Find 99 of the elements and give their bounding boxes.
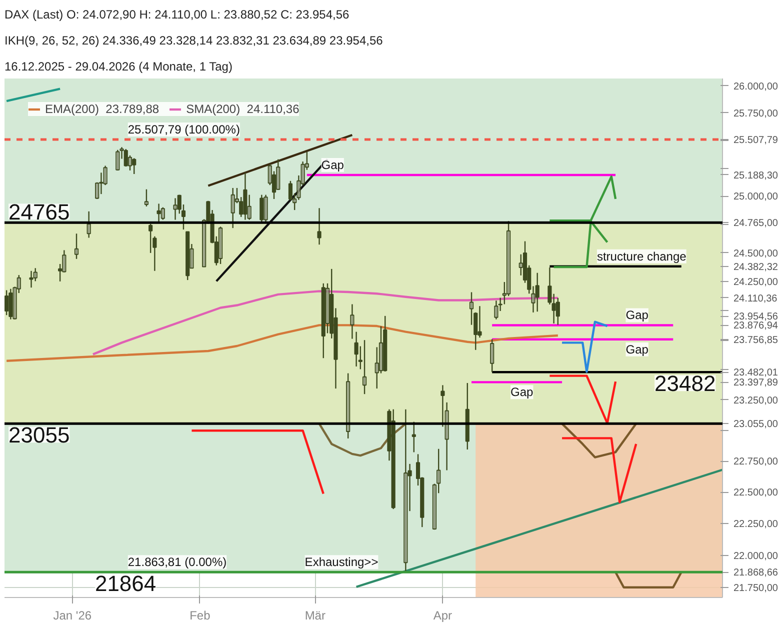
- candlestick: [354, 331, 358, 368]
- line-series: [560, 320, 608, 373]
- y-tick-label: 25.000,00: [734, 192, 778, 203]
- candlestick: [103, 165, 108, 186]
- y-tick-label: 23.954,56: [734, 312, 778, 323]
- candlestick: [440, 384, 445, 428]
- y-tick-label: 22.500,00: [734, 488, 778, 499]
- annotation: Gap: [321, 158, 344, 172]
- candlestick: [300, 160, 305, 186]
- candlestick: [412, 421, 416, 453]
- annotation: Exhausting>>: [304, 555, 378, 570]
- legend-label: SMA(200) 24.110,36: [186, 102, 300, 116]
- candlestick: [8, 288, 13, 320]
- y-tick-label: 22.750,00: [734, 456, 778, 468]
- candlestick: [378, 326, 384, 374]
- candlestick: [74, 233, 79, 260]
- candlestick: [296, 174, 301, 200]
- candlestick: [12, 286, 17, 320]
- annotation: 24765: [8, 200, 70, 225]
- x-tick-label: Mär: [304, 608, 326, 622]
- candlestick: [494, 300, 498, 320]
- annotation: 25.507,79 (100.00%): [128, 122, 240, 137]
- candlestick: [362, 339, 367, 395]
- y-tick-label: 25.188,30: [734, 170, 778, 182]
- y-tick-label: 22.250,00: [734, 519, 778, 530]
- candlestick: [95, 182, 100, 200]
- candlestick: [374, 346, 379, 390]
- candlestick: [404, 408, 408, 574]
- y-tick-label: 23.397,89: [734, 378, 778, 389]
- candlestick: [535, 272, 540, 312]
- chart-title: DAX (Last) O: 24.072,90 H: 24.110,00 L: 23.880,52 C: 23.954,56: [4, 8, 350, 22]
- candlestick: [99, 172, 104, 195]
- y-tick-label: 24.382,32: [734, 262, 778, 273]
- annotation: 21.863,81 (0.00%): [128, 555, 227, 570]
- y-tick-label: 21.868,66: [734, 568, 778, 579]
- candlestick: [346, 372, 350, 440]
- candlestick: [502, 281, 506, 305]
- y-tick-label: 23.482,01: [734, 368, 778, 379]
- candlestick: [29, 270, 34, 288]
- candlestick: [148, 223, 153, 254]
- annotation: Gap: [510, 385, 534, 400]
- y-tick-label: 24.250,00: [734, 277, 778, 288]
- candlestick: [432, 483, 437, 530]
- candlestick: [4, 290, 9, 316]
- line-series: [5, 324, 560, 362]
- candlestick: [132, 158, 136, 175]
- y-tick-label: 25.750,00: [734, 108, 778, 120]
- y-tick-label: 21.750,00: [734, 582, 778, 594]
- candlestick: [160, 206, 165, 220]
- x-tick-label: Feb: [190, 608, 211, 622]
- y-tick-label: 24.765,00: [734, 218, 778, 230]
- candlestick: [116, 149, 120, 172]
- candlestick: [490, 338, 494, 373]
- candlestick: [62, 250, 66, 273]
- candlestick: [304, 151, 309, 170]
- candlestick: [350, 304, 354, 340]
- candlestick: [260, 194, 264, 224]
- line-series: [560, 422, 638, 458]
- candlestick: [317, 208, 322, 246]
- y-tick-label: 24.500,00: [734, 248, 778, 260]
- y-tick-label: 23.250,00: [734, 395, 778, 406]
- y-tick-label: 26.000,00: [734, 81, 778, 92]
- candlestick: [230, 187, 235, 229]
- candlestick: [16, 274, 21, 294]
- annotation: 23482: [654, 371, 716, 396]
- x-tick-label: Jan '26: [53, 608, 92, 622]
- y-tick-label: 23.756,85: [734, 334, 778, 346]
- y-tick-label: 22.000,00: [734, 550, 778, 562]
- candlestick: [173, 198, 178, 220]
- candlestick: [556, 297, 560, 326]
- candlestick: [124, 148, 128, 168]
- text: 16.12.2025 - 29.04.2026 (4 Monate, 1 Tag): [4, 60, 232, 74]
- annotation: 21864: [94, 571, 156, 596]
- annotation: Gap: [626, 342, 649, 356]
- candlestick: [276, 158, 280, 190]
- legend-label: EMA(200) 23.789,88: [45, 102, 160, 116]
- y-tick-label: 23.876,94: [734, 320, 778, 332]
- x-tick-label: Apr: [433, 608, 452, 622]
- candlestick: [218, 226, 223, 265]
- candlestick: [478, 305, 482, 338]
- y-tick-label: 24.110,36: [734, 293, 778, 304]
- y-tick-label: 25.507,79: [734, 135, 778, 146]
- candlestick: [436, 448, 441, 494]
- candlestick: [444, 402, 449, 471]
- candlestick: [33, 268, 38, 282]
- text: IKH(9, 26, 52, 26) 24.336,49 23.328,14 23.832,31 23.634,89 23.954,56: [4, 34, 384, 48]
- y-tick-label: 23.055,00: [734, 419, 778, 430]
- candlestick: [86, 210, 91, 238]
- annotation: Gap: [626, 308, 649, 322]
- candlestick: [325, 282, 330, 334]
- candlestick: [498, 297, 502, 312]
- candlestick: [144, 188, 148, 208]
- candlestick: [506, 220, 511, 297]
- line-series: [92, 290, 560, 356]
- annotation: 23055: [8, 422, 70, 448]
- annotation: structure change: [596, 249, 687, 264]
- candlestick: [264, 194, 268, 224]
- candlestick: [156, 203, 161, 224]
- line-series: [318, 422, 407, 457]
